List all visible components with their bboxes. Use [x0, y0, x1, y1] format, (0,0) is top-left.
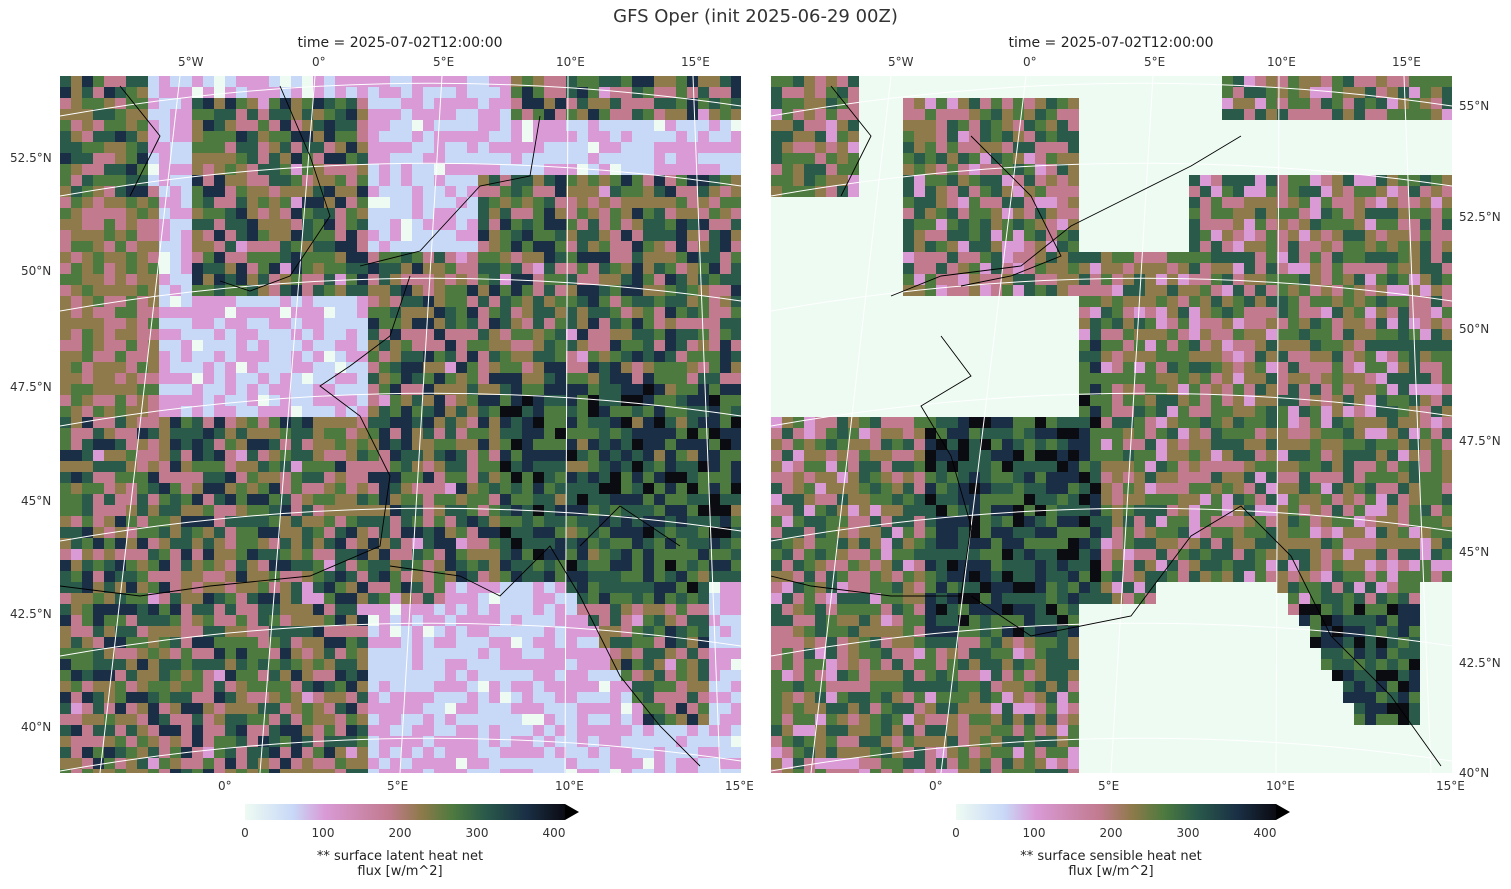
left-map-latent-heat-flux	[60, 76, 741, 773]
graticule-lines	[60, 76, 741, 773]
figure-title: GFS Oper (init 2025-06-29 00Z)	[613, 6, 898, 27]
left-lat-tick-40: 40°N	[21, 720, 52, 734]
right-bottom-tick-10e: 10°E	[1266, 779, 1295, 793]
left-panel-title: time = 2025-07-02T12:00:00	[297, 35, 503, 51]
left-top-tick-10e: 10°E	[556, 55, 585, 69]
right-bottom-tick-15e: 15°E	[1436, 779, 1465, 793]
right-panel-title: time = 2025-07-02T12:00:00	[1008, 35, 1214, 51]
right-top-tick-5e: 5°E	[1144, 55, 1166, 69]
right-colorbar-label: ** surface sensible heat net flux [w/m^2…	[1020, 849, 1202, 879]
left-top-tick-15e: 15°E	[681, 55, 710, 69]
left-bottom-tick-5e: 5°E	[387, 779, 409, 793]
right-top-tick-15e: 15°E	[1392, 55, 1421, 69]
right-cbar-tick-400: 400	[1253, 826, 1277, 840]
left-top-tick-5w: 5°W	[178, 55, 204, 69]
coastline	[60, 85, 701, 767]
right-top-tick-5w: 5°W	[888, 55, 914, 69]
left-cbar-tick-400: 400	[542, 826, 566, 840]
right-bottom-tick-0: 0°	[929, 779, 943, 793]
right-lat-tick-55: 55°N	[1459, 99, 1490, 113]
right-bottom-tick-5e: 5°E	[1098, 779, 1120, 793]
left-lat-tick-50: 50°N	[21, 264, 52, 278]
left-lat-tick-45: 45°N	[21, 494, 52, 508]
right-map-sensible-heat-flux	[771, 76, 1452, 773]
right-cbar-tick-0: 0	[952, 826, 960, 840]
right-lat-tick-50: 50°N	[1459, 322, 1490, 336]
left-colorbar-extend-arrow	[565, 804, 579, 820]
left-colorbar-label: ** surface latent heat net flux [w/m^2]	[316, 849, 484, 879]
right-cbar-tick-300: 300	[1176, 826, 1200, 840]
coastline	[771, 85, 1442, 767]
right-lat-tick-47-5: 47.5°N	[1459, 434, 1501, 448]
left-bottom-tick-0: 0°	[218, 779, 232, 793]
right-top-tick-0: 0°	[1023, 55, 1037, 69]
left-lat-tick-47-5: 47.5°N	[10, 380, 52, 394]
left-cbar-tick-300: 300	[465, 826, 489, 840]
left-bottom-tick-10e: 10°E	[555, 779, 584, 793]
left-cbar-tick-0: 0	[241, 826, 249, 840]
left-lat-tick-42-5: 42.5°N	[10, 607, 52, 621]
left-lat-tick-52-5: 52.5°N	[10, 151, 52, 165]
graticule-lines	[771, 76, 1452, 773]
left-cbar-tick-100: 100	[311, 826, 335, 840]
right-cbar-tick-200: 200	[1099, 826, 1123, 840]
left-cbar-tick-200: 200	[388, 826, 412, 840]
right-lat-tick-45: 45°N	[1459, 545, 1490, 559]
right-colorbar-extend-arrow	[1276, 804, 1290, 820]
left-colorbar	[245, 804, 585, 824]
left-bottom-tick-15e: 15°E	[725, 779, 754, 793]
right-top-tick-10e: 10°E	[1267, 55, 1296, 69]
right-cbar-tick-100: 100	[1022, 826, 1046, 840]
right-lat-tick-52-5: 52.5°N	[1459, 210, 1501, 224]
right-colorbar	[956, 804, 1296, 824]
left-top-tick-0: 0°	[312, 55, 326, 69]
right-lat-tick-42-5: 42.5°N	[1459, 656, 1501, 670]
right-lat-tick-40: 40°N	[1459, 766, 1490, 780]
left-top-tick-5e: 5°E	[433, 55, 455, 69]
